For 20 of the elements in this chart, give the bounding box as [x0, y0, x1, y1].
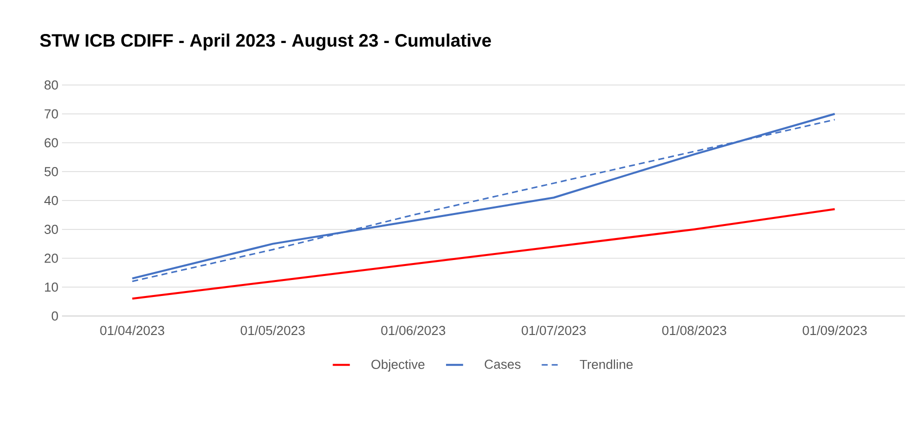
y-tick-label: 10 — [44, 282, 58, 292]
y-tick-label: 20 — [44, 254, 58, 263]
x-tick-label: 01/06/2023 — [381, 326, 446, 336]
y-tick-label: 40 — [44, 196, 58, 206]
y-tick-label: 60 — [44, 138, 58, 148]
y-tick-label: 30 — [44, 224, 58, 234]
line-series — [131, 208, 836, 300]
legend-label: Trendline — [580, 359, 633, 370]
x-tick-label: 01/09/2023 — [802, 326, 867, 336]
y-tick-label: 70 — [44, 109, 58, 118]
chart-title: STW ICB CDIFF - April 2023 - August 23 - Cumulative — [40, 34, 491, 50]
x-tick-label: 01/04/2023 — [100, 326, 164, 336]
x-tick-label: 01/07/2023 — [522, 326, 586, 336]
x-tick-label: 01/05/2023 — [240, 326, 305, 336]
y-tick-label: 80 — [44, 80, 58, 90]
legend-label: Objective — [371, 359, 424, 372]
y-tick-label: 0 — [52, 311, 58, 321]
x-tick-label: 01/08/2023 — [662, 326, 726, 336]
legend-label: Cases — [484, 360, 520, 369]
y-tick-label: 50 — [44, 167, 58, 176]
